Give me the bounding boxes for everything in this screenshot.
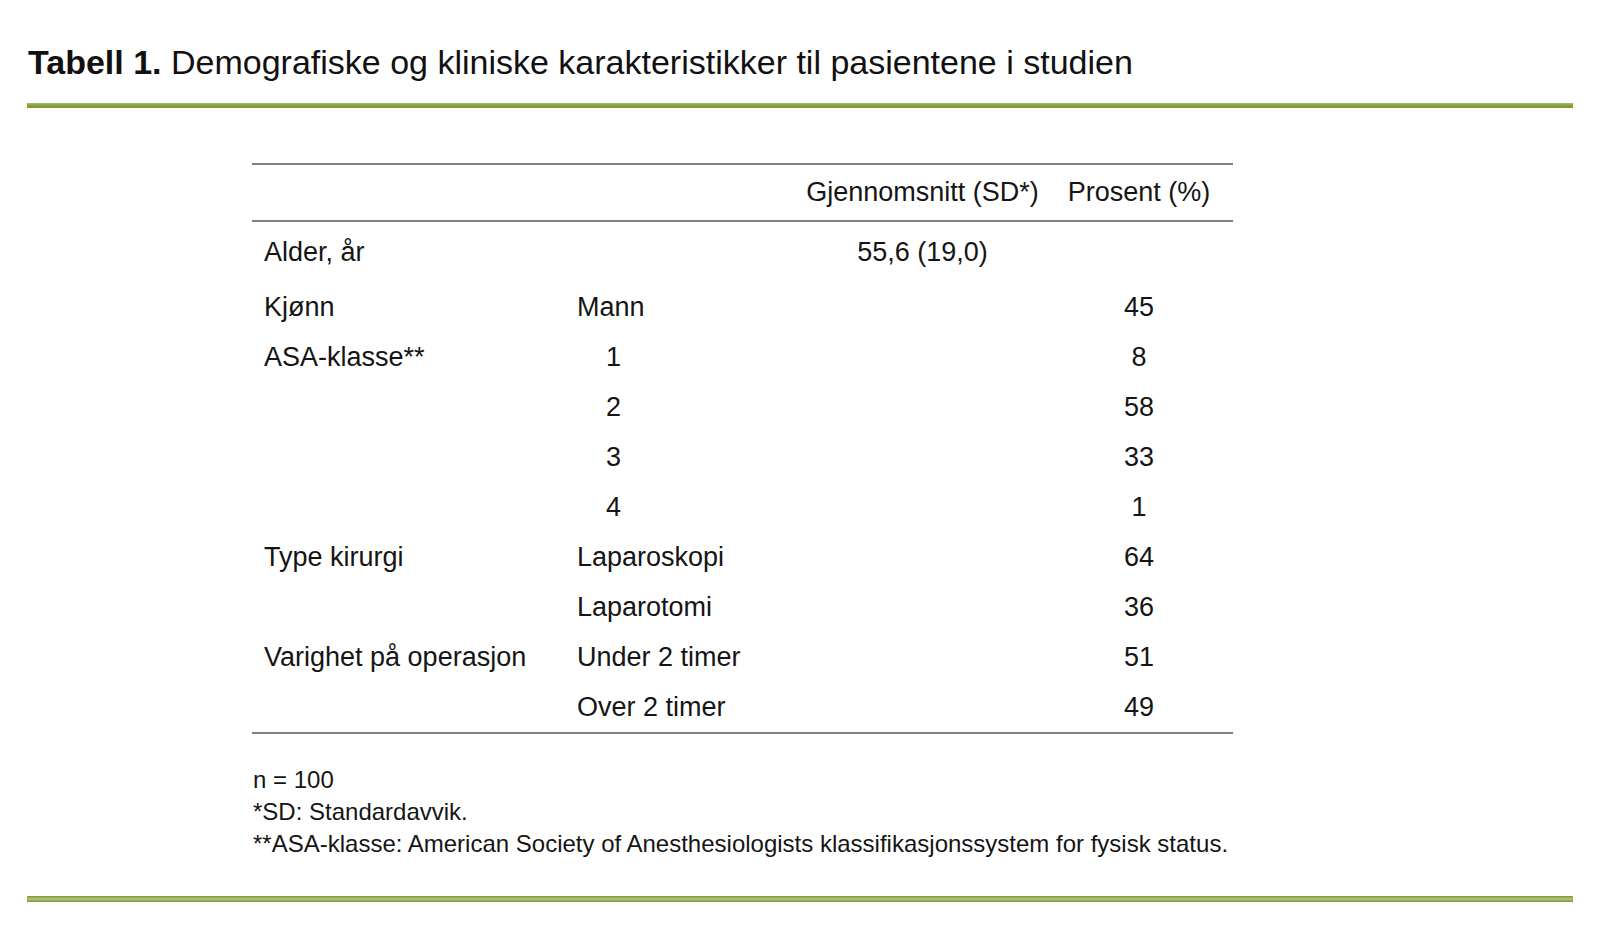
table-row: Varighet på operasjon Under 2 timer 51 [252,632,1233,682]
row-label: Alder, år [252,237,565,268]
row-percent-value: 49 [1045,692,1233,723]
header-cell-percent: Prosent (%) [1045,177,1233,208]
row-label: Type kirurgi [252,542,565,573]
table-row: Kjønn Mann 45 [252,282,1233,332]
footnote-sample-size: n = 100 [253,764,1228,796]
table-row: Laparotomi 36 [252,582,1233,632]
table-row: 4 1 [252,482,1233,532]
table-footnotes: n = 100 *SD: Standardavvik. **ASA-klasse… [253,764,1228,860]
row-sublabel: Mann [565,292,800,323]
row-label: Kjønn [252,292,565,323]
footnote-asa-definition: **ASA-klasse: American Society of Anesth… [253,828,1228,860]
table-caption-text: Demografiske og kliniske karakteristikke… [171,43,1133,81]
table-row: Alder, år 55,6 (19,0) [252,222,1233,282]
row-sublabel: Over 2 timer [565,692,800,723]
row-label: Varighet på operasjon [252,642,565,673]
row-percent-value: 64 [1045,542,1233,573]
header-cell-mean: Gjennomsnitt (SD*) [800,177,1045,208]
table-row: ASA-klasse** 1 8 [252,332,1233,382]
table-caption: Tabell 1. Demografiske og kliniske karak… [28,40,1133,86]
row-percent-value: 51 [1045,642,1233,673]
table-row: Over 2 timer 49 [252,682,1233,732]
row-percent-value: 36 [1045,592,1233,623]
table-header-row: Gjennomsnitt (SD*) Prosent (%) [252,165,1233,222]
row-sublabel: Laparoskopi [565,542,800,573]
demographics-table: Gjennomsnitt (SD*) Prosent (%) Alder, år… [252,163,1233,734]
top-divider-rule [27,103,1573,108]
table-row: 3 33 [252,432,1233,482]
bottom-divider-rule [27,896,1573,902]
row-label: ASA-klasse** [252,342,565,373]
table-row: 2 58 [252,382,1233,432]
row-sublabel: 3 [565,442,800,473]
row-sublabel: Laparotomi [565,592,800,623]
document-page: Tabell 1. Demografiske og kliniske karak… [0,0,1600,944]
row-mean-value: 55,6 (19,0) [800,237,1045,268]
row-sublabel: 2 [565,392,800,423]
row-percent-value: 1 [1045,492,1233,523]
row-percent-value: 8 [1045,342,1233,373]
row-percent-value: 33 [1045,442,1233,473]
table-caption-number: Tabell 1. [28,43,162,81]
row-percent-value: 45 [1045,292,1233,323]
row-sublabel: 1 [565,342,800,373]
row-sublabel: Under 2 timer [565,642,800,673]
row-percent-value: 58 [1045,392,1233,423]
table-row: Type kirurgi Laparoskopi 64 [252,532,1233,582]
row-sublabel: 4 [565,492,800,523]
footnote-sd-definition: *SD: Standardavvik. [253,796,1228,828]
